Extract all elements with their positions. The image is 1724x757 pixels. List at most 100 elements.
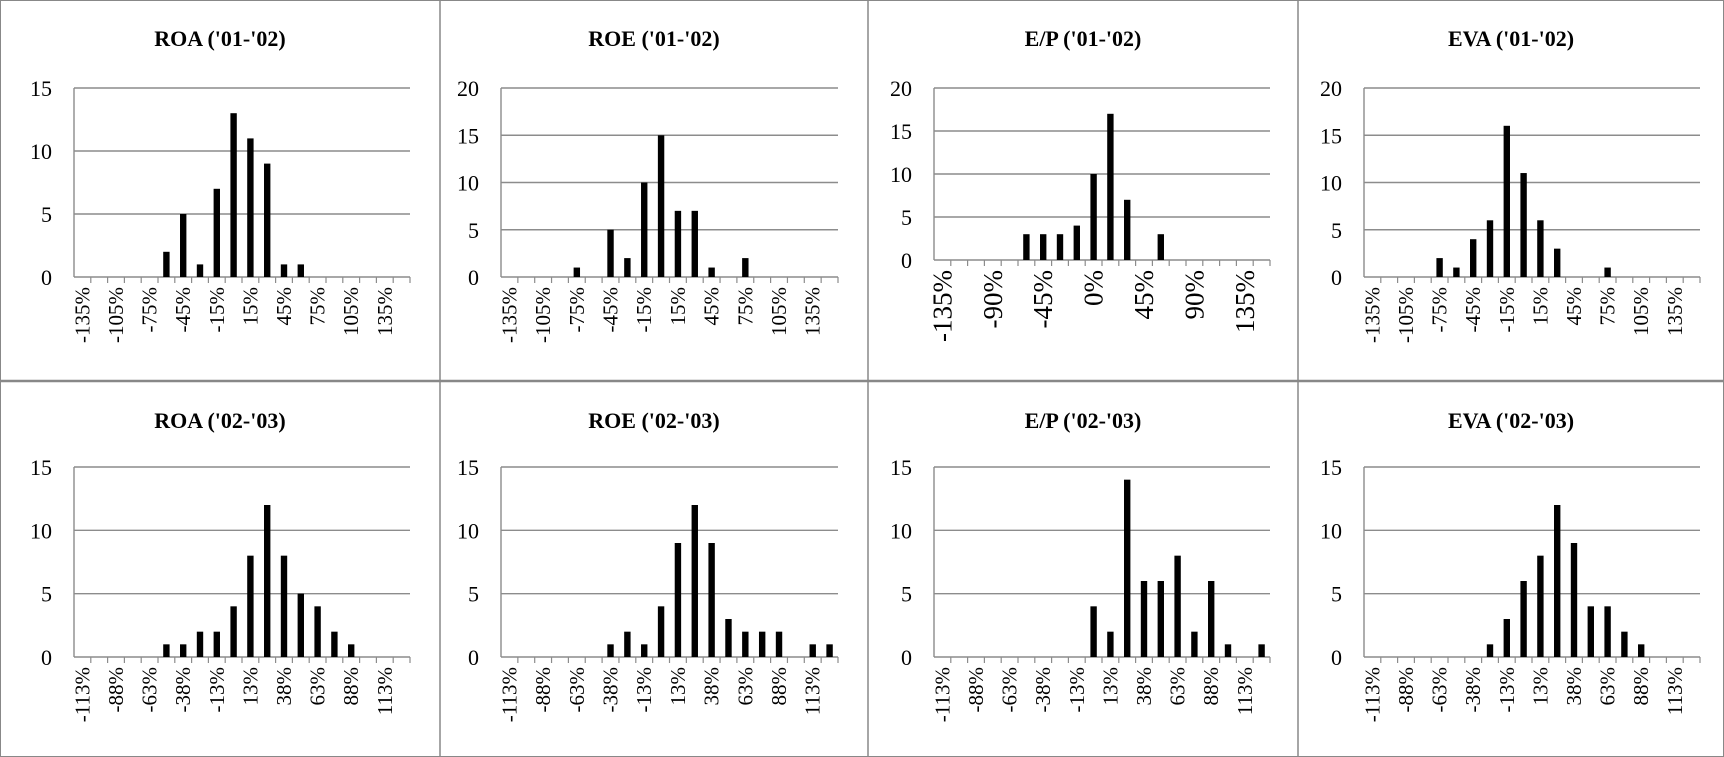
x-tick-label: -45% bbox=[171, 287, 195, 333]
x-tick-label: -38% bbox=[171, 667, 195, 713]
x-tick-label: 45% bbox=[700, 287, 724, 326]
histogram-bar bbox=[708, 267, 715, 277]
y-tick-label: 0 bbox=[901, 248, 912, 273]
x-tick-label: -63% bbox=[565, 667, 589, 713]
x-tick-label: 38% bbox=[272, 667, 296, 706]
histogram-bar bbox=[297, 593, 304, 657]
histogram-bar bbox=[1486, 220, 1494, 277]
histogram-bar bbox=[1124, 199, 1131, 260]
x-tick-label: 63% bbox=[733, 667, 757, 706]
x-tick-label: -15% bbox=[205, 287, 229, 333]
histogram-bar bbox=[1191, 631, 1198, 657]
x-tick-label: -15% bbox=[1495, 287, 1519, 333]
histogram-bar bbox=[1604, 606, 1611, 657]
histogram-bar bbox=[1140, 581, 1148, 657]
chart-panel: ROA ('01-'02) 0 5 10 15 -135% -105% -75% -45% -15… bbox=[30, 26, 411, 343]
y-tick-label: 0 bbox=[41, 645, 52, 670]
x-tick-label: -75% bbox=[565, 287, 589, 333]
y-tick-label: 0 bbox=[901, 645, 912, 670]
histogram-bar bbox=[230, 113, 237, 277]
x-tick-label: 113% bbox=[1233, 667, 1257, 715]
x-tick-label: 0% bbox=[1079, 270, 1109, 306]
x-tick-label: 63% bbox=[1166, 667, 1190, 706]
y-tick-label: 0 bbox=[1331, 265, 1342, 290]
x-tick-label: -63% bbox=[1428, 667, 1452, 713]
x-tick-label: -113% bbox=[1360, 667, 1384, 722]
x-tick-label: -88% bbox=[1394, 667, 1418, 713]
histogram-bar bbox=[1486, 644, 1494, 657]
x-tick-label: -75% bbox=[138, 287, 162, 333]
x-tick-label: -113% bbox=[930, 667, 954, 722]
chart-title: E/P ('02-'03) bbox=[1025, 408, 1142, 433]
histogram-bar bbox=[280, 555, 288, 657]
histogram-bar bbox=[247, 138, 254, 277]
histogram-bar bbox=[180, 214, 187, 277]
x-tick-label: 88% bbox=[339, 667, 363, 706]
y-tick-label: 10 bbox=[457, 518, 479, 543]
histogram-bar bbox=[809, 644, 816, 657]
y-tick-label: 15 bbox=[30, 455, 52, 480]
histogram-bar bbox=[641, 644, 648, 657]
x-tick-label: -45% bbox=[1028, 270, 1058, 328]
y-tick-label: 0 bbox=[468, 265, 479, 290]
histogram-bar bbox=[213, 631, 220, 657]
histogram-bar bbox=[1470, 239, 1477, 277]
x-tick-label: 135% bbox=[1230, 270, 1260, 333]
x-tick-label: -135% bbox=[70, 287, 94, 343]
y-tick-label: 15 bbox=[1320, 455, 1342, 480]
y-tick-label: 5 bbox=[1331, 582, 1342, 607]
chart-title: EVA ('01-'02) bbox=[1448, 26, 1574, 51]
x-tick-label: 135% bbox=[373, 287, 397, 336]
y-tick-label: 5 bbox=[41, 582, 52, 607]
x-tick-label: -90% bbox=[978, 270, 1008, 328]
y-tick-label: 10 bbox=[30, 139, 52, 164]
y-tick-label: 5 bbox=[468, 218, 479, 243]
histogram-bar bbox=[163, 644, 170, 657]
histogram-bar bbox=[1503, 125, 1510, 277]
histogram-bar bbox=[1604, 267, 1611, 277]
x-tick-label: -63% bbox=[998, 667, 1022, 713]
histogram-bar bbox=[297, 264, 304, 277]
histogram-bar bbox=[1537, 555, 1544, 657]
histogram-bar bbox=[1258, 644, 1265, 657]
histogram-bar bbox=[624, 258, 631, 277]
y-tick-label: 5 bbox=[1331, 218, 1342, 243]
x-tick-label: -135% bbox=[927, 270, 957, 342]
histogram-bar bbox=[331, 631, 338, 657]
x-tick-label: -88% bbox=[964, 667, 988, 713]
histogram-bar bbox=[264, 505, 271, 657]
chart-panel: ROE ('01-'02) 0 5 10 15 20 -135% -105% -75% -45% -… bbox=[457, 26, 839, 343]
histogram-bar bbox=[1520, 173, 1527, 277]
x-tick-label: 63% bbox=[306, 667, 330, 706]
y-tick-label: 15 bbox=[890, 455, 912, 480]
x-tick-label: -13% bbox=[632, 667, 656, 713]
chart-title: ROA ('02-'03) bbox=[154, 408, 285, 433]
y-tick-label: 5 bbox=[901, 205, 912, 230]
histogram-bar bbox=[1090, 174, 1097, 260]
x-tick-label: 75% bbox=[306, 287, 330, 326]
histogram-bar bbox=[657, 135, 665, 277]
x-tick-label: 88% bbox=[767, 667, 791, 706]
x-tick-label: 38% bbox=[1132, 667, 1156, 706]
chart-title: ROE ('02-'03) bbox=[588, 408, 719, 433]
y-tick-label: 10 bbox=[890, 518, 912, 543]
x-tick-label: -113% bbox=[497, 667, 521, 722]
histogram-bar bbox=[775, 631, 783, 657]
x-tick-label: 45% bbox=[1129, 270, 1159, 320]
x-tick-label: -15% bbox=[632, 287, 656, 333]
histogram-bar bbox=[691, 210, 698, 277]
histogram-bar bbox=[708, 543, 715, 657]
x-tick-label: -13% bbox=[1065, 667, 1089, 713]
y-tick-label: 15 bbox=[30, 76, 52, 101]
y-tick-label: 10 bbox=[890, 162, 912, 187]
y-tick-label: 15 bbox=[457, 123, 479, 148]
histogram-bar bbox=[196, 264, 204, 277]
x-tick-label: 75% bbox=[1596, 287, 1620, 326]
histogram-bar bbox=[742, 631, 749, 657]
y-tick-label: 0 bbox=[1331, 645, 1342, 670]
histogram-bar bbox=[163, 251, 170, 277]
x-tick-label: -75% bbox=[1428, 287, 1452, 333]
histogram-bar bbox=[1520, 581, 1527, 657]
